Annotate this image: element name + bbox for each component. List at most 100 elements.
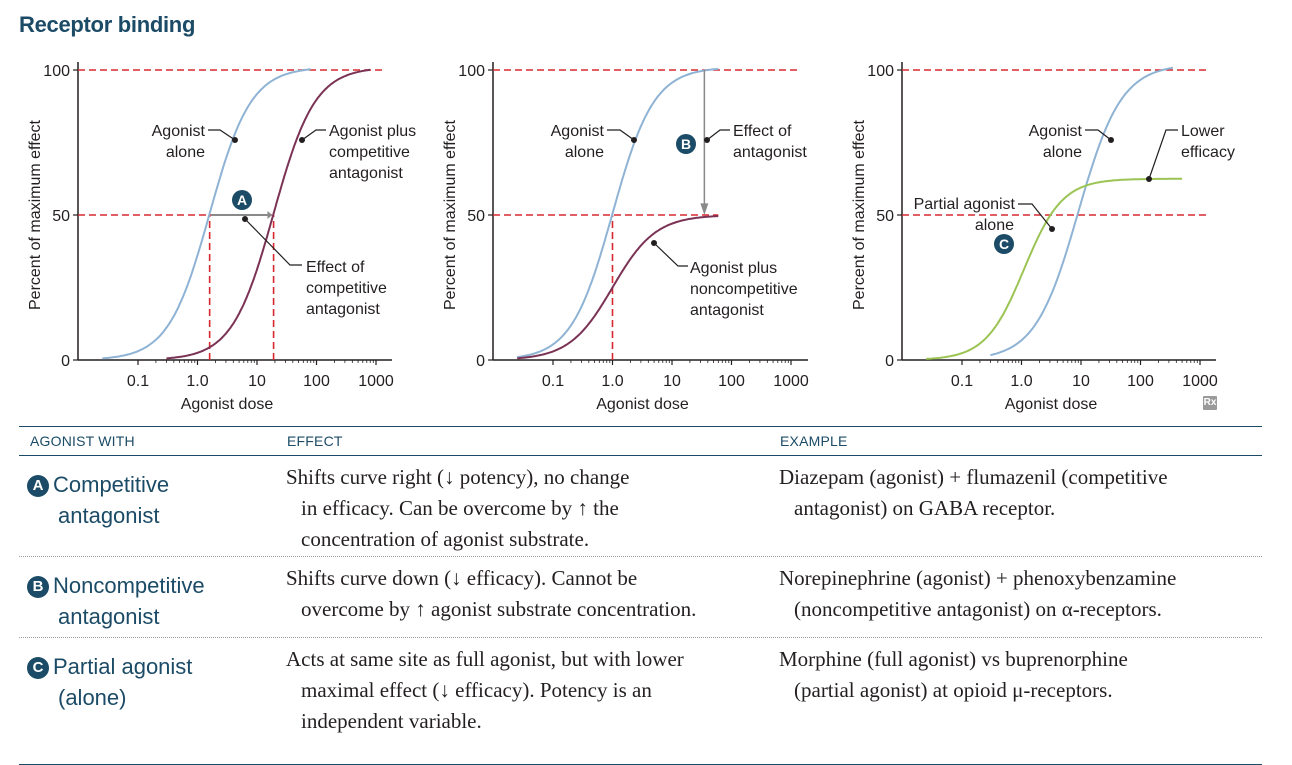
series-agonist-alone — [102, 68, 311, 360]
badge-b-chart-label: B — [681, 136, 691, 152]
leader-line — [244, 218, 302, 266]
table-row: A Competitive antagonist Shifts curve rig… — [19, 456, 1262, 557]
x-tick-label: 1000 — [358, 373, 394, 390]
table-row: B Noncompetitive antagonist Shifts curve … — [19, 557, 1262, 638]
y-tick-label: 0 — [61, 353, 70, 370]
x-tick-label: 10 — [1072, 373, 1090, 390]
label-effect-antagonist: Effect of — [733, 123, 792, 140]
series-agonist-alone — [990, 66, 1174, 357]
label-agonist-plus-noncompetitive: Agonist plus — [690, 260, 777, 277]
row-effect: Shifts curve down (↓ efficacy). Cannot b… — [286, 566, 697, 621]
header-agonist-with: AGONIST WITH — [30, 433, 135, 449]
y-tick-label: 0 — [476, 353, 485, 370]
y-tick-label: 100 — [867, 63, 894, 80]
label-agonist-alone: alone — [166, 144, 205, 161]
x-tick-label: 0.1 — [542, 373, 564, 390]
header-example: EXAMPLE — [780, 433, 848, 449]
chart-panel-c: 0 50 100 0.1 1.0 10 100 1000 Agonist dose Percent… — [851, 62, 1235, 413]
label-agonist-alone: alone — [565, 144, 604, 161]
label-lower-efficacy: efficacy — [1181, 144, 1235, 161]
label-partial-agonist: alone — [975, 217, 1014, 234]
leader-line — [706, 129, 730, 141]
y-tick-label: 50 — [467, 208, 485, 225]
x-tick-label: 0.1 — [127, 373, 149, 390]
leader-line — [1085, 129, 1112, 141]
row-example: Diazepam (agonist) + flumazenil (competi… — [779, 465, 1168, 520]
row-effect: Acts at same site as full agonist, but w… — [286, 647, 684, 733]
x-tick-label: 0.1 — [951, 373, 973, 390]
badge-a-chart — [232, 190, 252, 210]
page-title: Receptor binding — [19, 12, 196, 37]
leader-line — [1018, 203, 1053, 230]
row-example: Morphine (full agonist) vs buprenorphine… — [779, 647, 1128, 702]
badge-b: B — [27, 576, 49, 598]
series-partial-agonist — [926, 177, 1183, 360]
row-agonist: A Competitive antagonist — [27, 469, 277, 531]
chart-panel-b: 0 50 100 0.1 1.0 10 100 1000 Agonist dose Percent… — [442, 62, 809, 413]
y-tick-label: 100 — [458, 63, 485, 80]
label-agonist-plus-competitive: antagonist — [329, 165, 403, 182]
series-agonist-alone — [517, 67, 719, 359]
agonist-table: AGONIST WITH EFFECT EXAMPLE A Competitive… — [19, 426, 1262, 765]
badge-c-chart — [994, 234, 1014, 254]
x-tick-label: 1.0 — [186, 373, 208, 390]
x-tick-label: 1.0 — [1010, 373, 1032, 390]
shift-arrowhead — [267, 211, 273, 219]
x-tick-label: 1000 — [773, 373, 809, 390]
badge-c-chart-label: C — [999, 236, 1009, 252]
label-effect-antagonist: antagonist — [733, 144, 807, 161]
label-agonist-alone: Agonist — [152, 123, 206, 140]
header-effect: EFFECT — [287, 433, 343, 449]
y-tick-label: 0 — [885, 353, 894, 370]
label-effect-competitive: Effect of — [306, 259, 365, 276]
label-agonist-alone: alone — [1043, 144, 1082, 161]
shift-arrowhead — [700, 203, 709, 215]
x-tick-label: 1000 — [1182, 373, 1218, 390]
y-axis-label: Percent of maximum effect — [442, 119, 459, 310]
leader-line — [208, 129, 236, 141]
label-agonist-alone: Agonist — [551, 123, 605, 140]
label-effect-competitive: antagonist — [306, 301, 380, 318]
row-agonist: B Noncompetitive antagonist — [27, 570, 277, 632]
x-axis-label: Agonist dose — [1005, 396, 1098, 413]
y-axis-label: Percent of maximum effect — [851, 119, 868, 310]
x-tick-label: 100 — [303, 373, 330, 390]
y-axis-label: Percent of maximum effect — [27, 119, 44, 310]
row-example: Norepinephrine (agonist) + phenoxybenzam… — [779, 566, 1177, 621]
row-agonist: C Partial agonist (alone) — [27, 651, 277, 713]
leader-line — [607, 129, 635, 141]
x-tick-label: 10 — [663, 373, 681, 390]
x-tick-label: 1.0 — [601, 373, 623, 390]
label-effect-competitive: competitive — [306, 280, 387, 297]
x-tick-label: 100 — [1127, 373, 1154, 390]
x-axis-label: Agonist dose — [596, 396, 689, 413]
label-agonist-plus-competitive: Agonist plus — [329, 123, 416, 140]
chart-panel-a: 0 50 100 0.1 1.0 10 100 1000 Agonist dose Percent… — [27, 62, 416, 413]
series-agonist-plus-noncompetitive — [517, 215, 719, 360]
label-agonist-plus-noncompetitive: noncompetitive — [690, 281, 798, 298]
badge-a-chart-label: A — [237, 192, 247, 208]
label-agonist-alone: Agonist — [1029, 123, 1083, 140]
label-agonist-plus-noncompetitive: antagonist — [690, 302, 764, 319]
x-tick-label: 100 — [718, 373, 745, 390]
leader-line — [301, 129, 326, 141]
label-agonist-plus-competitive: competitive — [329, 144, 410, 161]
badge-c: C — [27, 657, 49, 679]
table-header: AGONIST WITH EFFECT EXAMPLE — [19, 426, 1262, 456]
y-tick-label: 50 — [876, 208, 894, 225]
leader-line — [1148, 129, 1178, 180]
y-tick-label: 50 — [52, 208, 70, 225]
label-lower-efficacy: Lower — [1181, 123, 1225, 140]
table-row: C Partial agonist (alone) Acts at same si… — [19, 638, 1262, 765]
series-agonist-plus-competitive — [166, 68, 371, 360]
badge-a: A — [27, 475, 49, 497]
x-axis-label: Agonist dose — [181, 396, 274, 413]
badge-b-chart — [676, 134, 696, 154]
leader-line — [653, 242, 688, 267]
label-partial-agonist: Partial agonist — [914, 196, 1016, 213]
row-effect: Shifts curve right (↓ potency), no chang… — [286, 465, 630, 551]
rx-logo: Rx — [1203, 396, 1217, 410]
y-tick-label: 100 — [43, 63, 70, 80]
x-tick-label: 10 — [248, 373, 266, 390]
